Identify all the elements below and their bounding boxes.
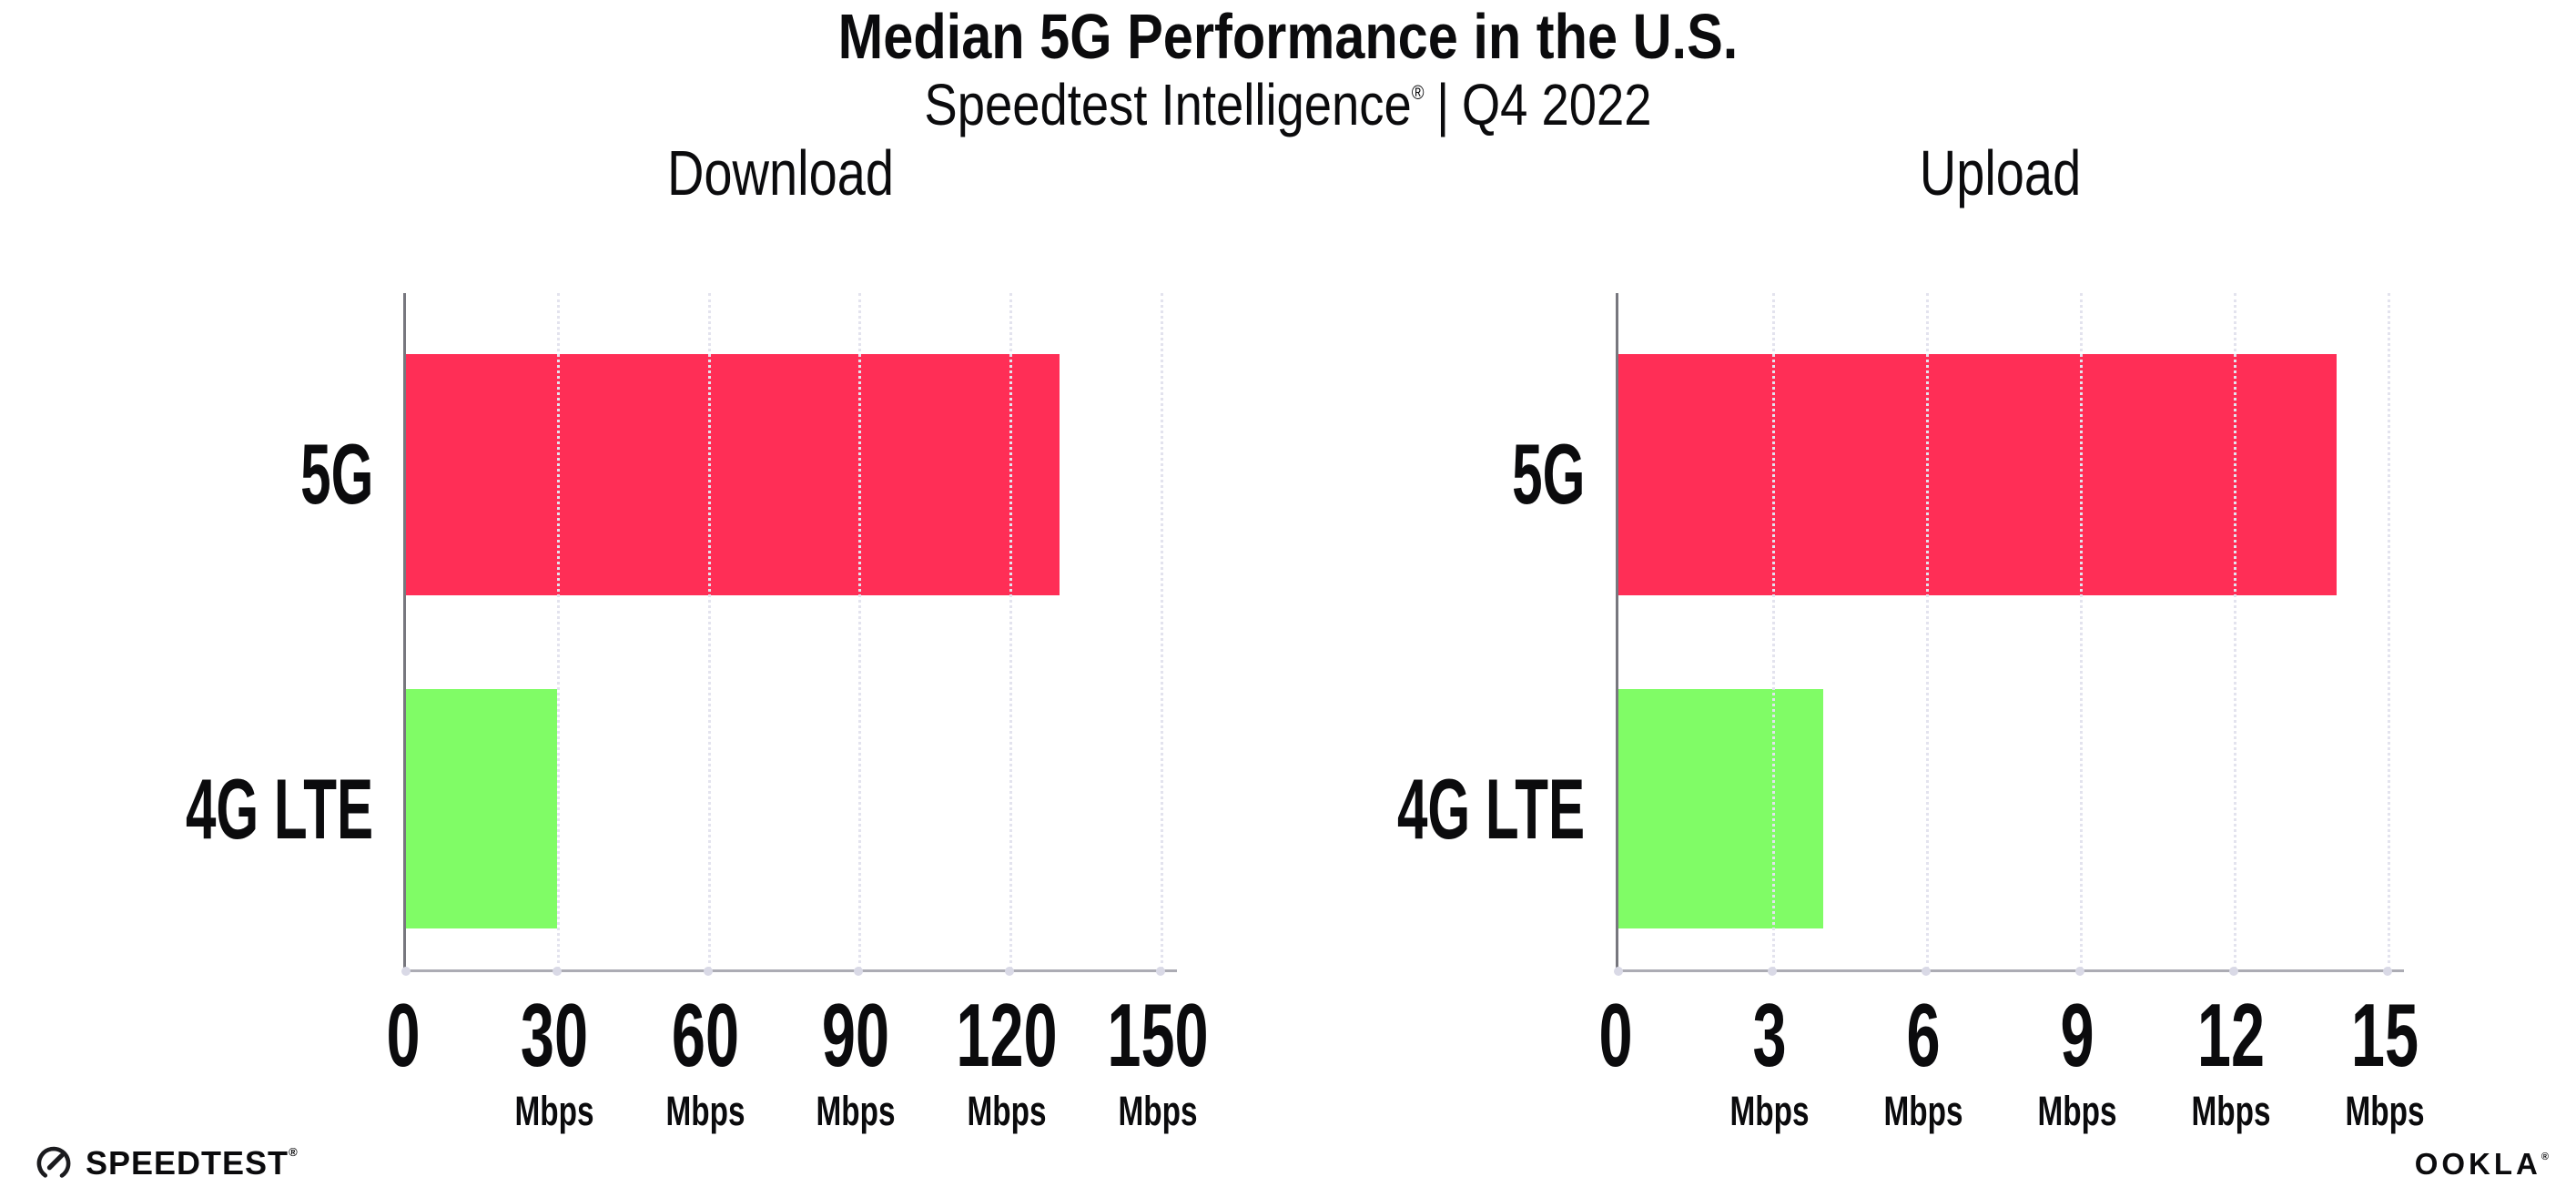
gridline	[858, 293, 862, 969]
axis-tick-dot	[703, 967, 713, 976]
axis-tick-dot	[2383, 967, 2392, 976]
category-label-5g: 5G	[299, 426, 373, 522]
ookla-wordmark: OOKLA	[2414, 1147, 2541, 1181]
x-axis-tick: 150 Mbps	[1083, 990, 1232, 1131]
tick-value-label: 0	[1598, 985, 1633, 1085]
registered-mark: ®	[289, 1144, 298, 1159]
x-axis-line	[1616, 969, 2404, 972]
tick-value-label: 60	[671, 985, 739, 1085]
subtitle-separator: |	[1436, 72, 1450, 137]
tick-value-label: 150	[1107, 985, 1209, 1085]
tick-unit-label: Mbps	[1729, 1088, 1810, 1134]
x-axis-line	[403, 969, 1177, 972]
speedometer-gauge-icon	[36, 1146, 71, 1181]
bar-5g-upload	[1618, 354, 2337, 595]
x-axis-tick: 12 Mbps	[2177, 990, 2285, 1131]
tick-unit-label: Mbps	[665, 1088, 745, 1134]
x-axis-tick: 9 Mbps	[2023, 990, 2131, 1131]
tick-value-label: 15	[2350, 985, 2419, 1085]
axis-tick-dot	[1156, 967, 1165, 976]
x-axis-tick: 6 Mbps	[1870, 990, 1977, 1131]
x-axis-tick: 0	[1591, 990, 1641, 1080]
ookla-logo: OOKLA®	[2415, 1149, 2549, 1179]
gridline	[1772, 293, 1775, 969]
axis-tick-dot	[1922, 967, 1931, 976]
axis-tick-dot	[854, 967, 864, 976]
tick-unit-label: Mbps	[1118, 1088, 1198, 1134]
registered-mark: ®	[1411, 81, 1425, 104]
download-plot-area	[401, 293, 1177, 976]
axis-tick-dot	[1614, 967, 1623, 976]
upload-chart-title: Upload	[1919, 137, 2082, 208]
tick-unit-label: Mbps	[2345, 1088, 2425, 1134]
tick-value-label: 3	[1752, 985, 1787, 1085]
gridline	[2234, 293, 2236, 969]
category-label-5g: 5G	[1511, 426, 1585, 522]
axis-tick-dot	[2075, 967, 2084, 976]
speedtest-logo: SPEEDTEST®	[33, 1141, 298, 1183]
x-axis-tick: 0	[379, 990, 429, 1080]
upload-plot-area	[1614, 293, 2404, 976]
tick-unit-label: Mbps	[2037, 1088, 2117, 1134]
download-x-axis-ticks: 0 30 Mbps 60 Mbps 90 Mbps 120 Mbps 150 Mbps	[386, 990, 1208, 1154]
tick-value-label: 90	[822, 985, 890, 1085]
axis-tick-dot	[401, 967, 411, 976]
gridline	[2388, 293, 2390, 969]
registered-mark: ®	[2541, 1151, 2549, 1162]
category-label-4g-lte: 4G LTE	[185, 761, 373, 857]
tick-value-label: 9	[2060, 985, 2094, 1085]
speedtest-wordmark: SPEEDTEST®	[86, 1143, 298, 1182]
tick-value-label: 6	[1906, 985, 1941, 1085]
axis-tick-dot	[2229, 967, 2238, 976]
tick-unit-label: Mbps	[1883, 1088, 1963, 1134]
gridline	[1009, 293, 1013, 969]
bar-4g-lte-download	[406, 689, 557, 928]
axis-tick-dot	[1768, 967, 1777, 976]
axis-tick-dot	[1005, 967, 1015, 976]
page-subtitle: Speedtest Intelligence® | Q4 2022	[193, 72, 2383, 137]
tick-value-label: 0	[386, 985, 421, 1085]
x-axis-tick: 3 Mbps	[1716, 990, 1823, 1131]
page-title: Median 5G Performance in the U.S.	[837, 1, 1739, 72]
tick-value-label: 30	[520, 985, 588, 1085]
gridline	[556, 293, 560, 969]
bar-5g-download	[406, 354, 1060, 595]
tick-unit-label: Mbps	[816, 1088, 896, 1134]
tick-unit-label: Mbps	[967, 1088, 1047, 1134]
subtitle-brand: Speedtest Intelligence	[924, 72, 1412, 137]
x-axis-tick: 30 Mbps	[501, 990, 608, 1131]
gridline	[1161, 293, 1163, 969]
tick-unit-label: Mbps	[2191, 1088, 2271, 1134]
bar-4g-lte-upload	[1618, 689, 1824, 928]
tick-unit-label: Mbps	[514, 1088, 594, 1134]
x-axis-tick: 15 Mbps	[2331, 990, 2439, 1131]
gridline	[1926, 293, 1929, 969]
tick-value-label: 120	[956, 985, 1058, 1085]
x-axis-tick: 90 Mbps	[803, 990, 910, 1131]
tick-value-label: 12	[2196, 985, 2266, 1085]
axis-tick-dot	[552, 967, 562, 976]
download-chart-title: Download	[666, 137, 895, 208]
subtitle-period: Q4 2022	[1461, 72, 1652, 137]
x-axis-tick: 60 Mbps	[652, 990, 759, 1131]
category-label-4g-lte: 4G LTE	[1396, 761, 1585, 857]
gridline	[707, 293, 711, 969]
gridline	[2080, 293, 2083, 969]
x-axis-tick: 120 Mbps	[932, 990, 1081, 1131]
upload-x-axis-ticks: 0 3 Mbps 6 Mbps 9 Mbps 12 Mbps 15 Mbps	[1598, 990, 2424, 1154]
